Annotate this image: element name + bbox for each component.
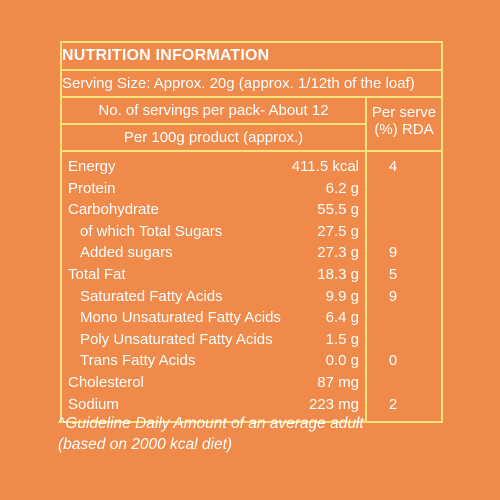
nutrient-value: 0.0 g <box>325 352 359 370</box>
serving-size: Serving Size: Approx. 20g (approx. 1/12t… <box>62 71 441 98</box>
header-row: No. of servings per pack- About 12 Per 1… <box>62 98 441 152</box>
nutrient-rda: 9 <box>388 287 398 305</box>
panel-title: NUTRITION INFORMATION <box>62 43 441 71</box>
nutrient-rda <box>367 329 441 351</box>
nutrient-name: Energy <box>68 158 116 175</box>
nutrient-name: Carbohydrate <box>68 201 159 219</box>
per-100g-header: Per 100g product (approx.) <box>123 129 304 146</box>
nutrient-value: 6.2 g <box>325 179 359 197</box>
nutrient-value: 27.5 g <box>317 222 359 240</box>
nutrient-value: 6.4 g <box>325 309 359 327</box>
nutrient-name: Protein <box>68 179 116 197</box>
nutrient-name: Added sugars <box>80 244 173 262</box>
nutrient-rda: 5 <box>388 265 398 283</box>
nutrient-value: 411.5 kcal <box>291 158 359 175</box>
nutrient-rda <box>367 178 441 200</box>
nutrient-name: Sodium <box>68 395 119 413</box>
header-left: No. of servings per pack- About 12 Per 1… <box>62 98 367 150</box>
nutrient-name: Total Fat <box>68 265 126 283</box>
nutrient-value: 87 mg <box>317 373 359 391</box>
nutrient-value: 223 mg <box>308 395 359 413</box>
footnote: ^Guideline Daily Amount of an average ad… <box>58 413 458 455</box>
nutrient-name: of which Total Sugars <box>80 222 223 240</box>
per-serve-line1: Per serve <box>371 104 437 121</box>
servings-per-pack: No. of servings per pack- About 12 <box>62 98 365 125</box>
per-serve-line2: (%) RDA <box>374 121 434 138</box>
nutrient-table: Energy Protein Carbohydrate of which Total … <box>62 152 441 422</box>
nutrient-rda: 2 <box>388 395 398 413</box>
nutrient-name: Saturated Fatty Acids <box>80 287 223 305</box>
nutrient-name: Trans Fatty Acids <box>80 352 196 370</box>
nutrient-value: 27.3 g <box>317 244 359 262</box>
footnote-line1: ^Guideline Daily Amount of an average ad… <box>58 415 364 432</box>
nutrient-value: 9.9 g <box>325 287 359 305</box>
per-serve-header: Per serve (%) RDA <box>367 98 441 150</box>
nutrient-value-column: 411.5 kcal 6.2 g 55.5 g 27.5 g 27.3 g 18.3 g 9… <box>286 152 367 422</box>
nutrient-rda: 9 <box>388 244 398 262</box>
nutrient-rda-column: 4 9 5 9 0 2 <box>367 152 441 421</box>
nutrition-panel: NUTRITION INFORMATION Serving Size: Appr… <box>60 41 443 424</box>
nutrient-value: 55.5 g <box>317 201 359 219</box>
nutrient-name: Poly Unsaturated Fatty Acids <box>80 330 273 348</box>
footnote-line2: (based on 2000 kcal diet) <box>58 436 233 453</box>
nutrient-rda <box>367 372 441 394</box>
nutrient-value: 1.5 g <box>325 330 359 348</box>
nutrient-name: Mono Unsaturated Fatty Acids <box>80 309 281 327</box>
nutrient-name-column: Energy Protein Carbohydrate of which Total … <box>62 152 286 421</box>
nutrient-rda: 0 <box>388 352 398 370</box>
nutrient-rda <box>367 221 441 243</box>
nutrient-rda <box>367 307 441 329</box>
nutrient-value: 18.3 g <box>317 265 359 283</box>
nutrient-rda <box>367 199 441 221</box>
nutrient-rda: 4 <box>388 158 398 175</box>
nutrient-name: Cholesterol <box>68 373 144 391</box>
